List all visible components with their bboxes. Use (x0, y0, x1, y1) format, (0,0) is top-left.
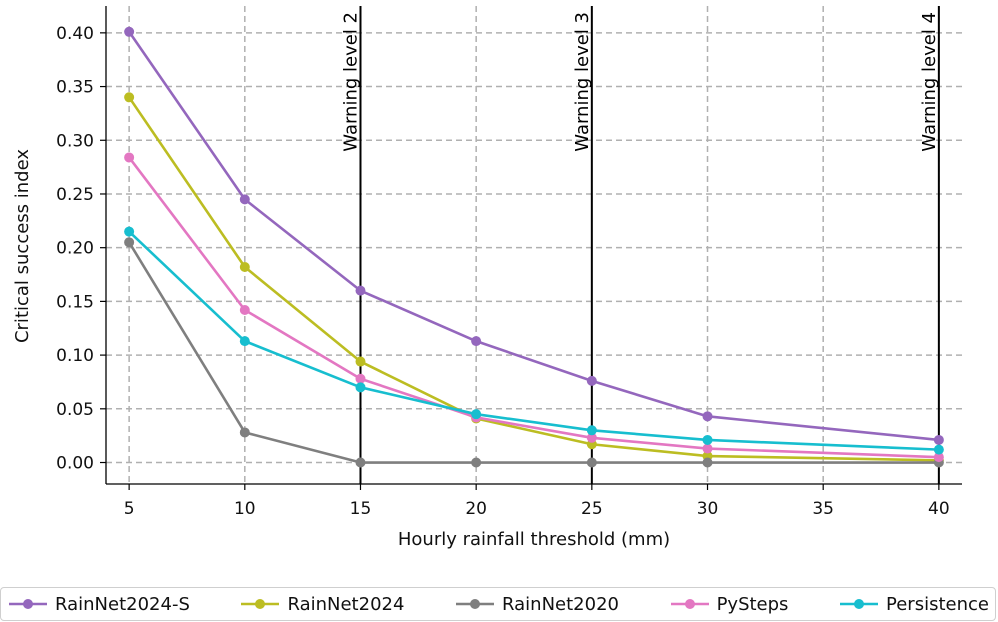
series-line (128, 31, 939, 442)
x-axis-label: Hourly rainfall threshold (mm) (398, 529, 670, 550)
y-tick-label: 0.25 (56, 185, 94, 205)
legend-swatch (241, 599, 280, 609)
x-tick-label: 25 (581, 499, 603, 519)
y-tick-label: 0.10 (56, 346, 94, 366)
data-point (355, 285, 366, 296)
y-tick-label: 0.20 (56, 239, 94, 259)
data-point (355, 373, 366, 384)
legend-label: RainNet2024-S (55, 593, 190, 615)
data-point (124, 237, 135, 248)
legend-swatch-marker (23, 599, 33, 609)
data-point (586, 375, 597, 386)
reference-lines: Warning level 2 Warning level 3 Warning le… (340, 6, 940, 484)
chart: 5 10 15 20 25 30 35 40 0.00 0.05 0.10 0.15 0.20 0.25 0… (12, 6, 962, 550)
legend-label: RainNet2024 (287, 593, 405, 615)
x-tick-label: 15 (350, 499, 372, 519)
x-tick-label: 10 (234, 499, 256, 519)
data-point (471, 457, 482, 468)
series-line (128, 241, 939, 464)
legend-item: RainNet2024-S (7, 594, 190, 615)
series-line (128, 96, 939, 462)
legend-item: PySteps (669, 593, 789, 615)
y-axis-label: Critical success index (12, 149, 33, 343)
warning-level-label: Warning level 2 (340, 12, 361, 152)
legend-swatch (456, 599, 495, 609)
data-point (239, 427, 250, 438)
data-point (933, 434, 944, 445)
legend-item: Persistence (838, 594, 989, 615)
series-line (128, 230, 939, 451)
warning-level-label: Warning level 3 (572, 12, 593, 152)
legend-swatch (670, 599, 709, 609)
legend: RainNet2024-S RainNet2024 RainNet2020 PySte… (0, 587, 996, 621)
data-point (933, 444, 944, 455)
legend-swatch (840, 599, 879, 609)
data-point (355, 356, 366, 367)
data-point (471, 336, 482, 347)
y-tick-label: 0.15 (56, 292, 94, 312)
legend-swatch-marker (854, 599, 865, 609)
data-point (124, 92, 135, 103)
y-tick-label: 0.40 (56, 24, 94, 44)
data-point (702, 457, 713, 468)
data-point (586, 425, 597, 436)
legend-label: Persistence (886, 593, 989, 615)
legend-item: RainNet2020 (454, 594, 619, 615)
x-tick-label: 40 (928, 499, 950, 519)
legend-label: PySteps (716, 593, 789, 615)
series-lines (124, 26, 944, 468)
legend-swatch-marker (684, 599, 695, 609)
y-tick-label: 0.00 (56, 454, 94, 474)
data-point (355, 382, 366, 393)
y-tick-label: 0.35 (56, 78, 94, 98)
y-tick-label: 0.05 (56, 400, 94, 420)
grid (106, 6, 962, 484)
y-tick-label: 0.30 (56, 131, 94, 151)
x-tick-label: 35 (812, 499, 834, 519)
x-tick-label: 20 (465, 499, 487, 519)
x-tick-label: 30 (697, 499, 719, 519)
data-point (239, 262, 250, 273)
legend-label: RainNet2020 (502, 593, 619, 615)
data-point (124, 152, 135, 163)
legend-swatch (9, 599, 47, 609)
data-point (239, 336, 250, 347)
data-point (355, 457, 366, 468)
data-point (124, 26, 135, 37)
data-point (124, 226, 135, 237)
data-point (586, 432, 597, 443)
warning-level-label: Warning level 4 (919, 12, 940, 152)
data-point (586, 457, 597, 468)
data-point (239, 304, 250, 315)
axes: 5 10 15 20 25 30 35 40 0.00 0.05 0.10 0.15 0.20 0.25 0… (56, 6, 962, 519)
data-point (471, 409, 482, 420)
data-point (239, 194, 250, 205)
x-tick-label: 5 (124, 499, 135, 519)
data-point (702, 411, 713, 422)
data-point (933, 452, 944, 463)
legend-swatch-marker (255, 599, 266, 609)
legend-swatch-marker (470, 599, 481, 609)
legend-item: RainNet2024 (239, 594, 404, 615)
data-point (702, 443, 713, 454)
data-point (702, 434, 713, 445)
